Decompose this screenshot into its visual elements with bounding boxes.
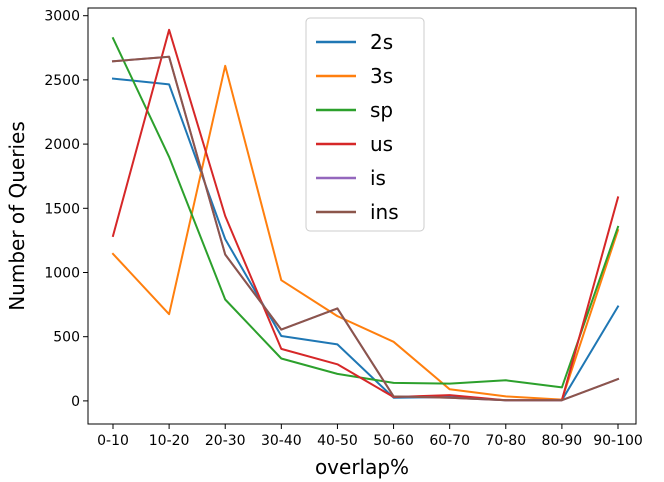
legend-box — [305, 17, 425, 232]
x-tick-label: 30-40 — [261, 433, 302, 449]
y-axis-label: Number of Queries — [5, 121, 29, 311]
x-axis-label: overlap% — [315, 455, 409, 479]
x-tick-label: 20-30 — [205, 433, 246, 449]
legend-label-is: is — [370, 166, 386, 190]
y-tick-label: 0 — [71, 394, 80, 410]
y-tick-label: 500 — [53, 330, 80, 346]
legend: 2s 3s sp us is ins — [305, 17, 425, 232]
x-tick-label: 60-70 — [429, 433, 470, 449]
y-tick-label: 1500 — [44, 201, 80, 217]
plot-area-frame — [87, 7, 637, 425]
series-lines — [111, 28, 620, 402]
x-tick-label: 90-100 — [593, 433, 643, 449]
x-tick-label: 40-50 — [317, 433, 358, 449]
legend-items: 2s 3s sp us is ins — [316, 30, 399, 224]
series-line-sp — [111, 36, 620, 389]
x-axis-ticks: 0-10 10-20 20-30 30-40 40-50 50-60 60-70 70-80 8… — [97, 424, 643, 449]
x-tick-label: 70-80 — [485, 433, 526, 449]
y-tick-label: 2000 — [44, 137, 80, 153]
y-axis-ticks: 0 500 1000 1500 2000 2500 3000 — [44, 9, 88, 410]
legend-label-3s: 3s — [370, 64, 393, 88]
legend-label-2s: 2s — [370, 30, 393, 54]
y-tick-label: 2500 — [44, 73, 80, 89]
legend-label-ins: ins — [370, 200, 399, 224]
series-line-3s — [111, 64, 620, 401]
legend-label-sp: sp — [370, 98, 393, 122]
y-tick-label: 1000 — [44, 265, 80, 281]
x-tick-label: 50-60 — [373, 433, 414, 449]
y-tick-label: 3000 — [44, 9, 80, 25]
legend-label-us: us — [370, 132, 393, 156]
series-line-ins — [111, 55, 620, 402]
x-tick-label: 10-20 — [149, 433, 190, 449]
x-tick-label: 80-90 — [542, 433, 583, 449]
x-tick-label: 0-10 — [97, 433, 129, 449]
